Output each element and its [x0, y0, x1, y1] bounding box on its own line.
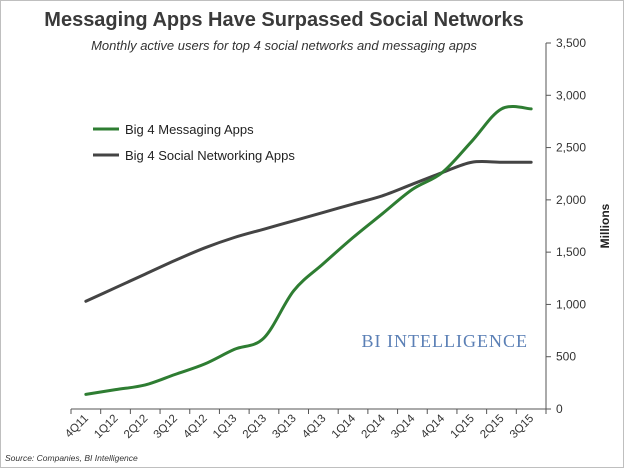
social-networking-line: [84, 159, 533, 303]
y-tick-label: 2,000: [556, 193, 586, 207]
chart-subtitle: Monthly active users for top 4 social ne…: [91, 38, 477, 53]
x-tick-label: 3Q14: [389, 412, 418, 441]
x-tick-label: 3Q13: [270, 413, 298, 441]
x-tick-label: 1Q12: [92, 413, 120, 441]
x-tick-label: 2Q12: [122, 413, 150, 441]
y-tick-label: 2,500: [556, 141, 586, 155]
x-tick-label: 4Q11: [63, 413, 91, 441]
chart-title: Messaging Apps Have Surpassed Social Net…: [44, 9, 524, 31]
y-tick-label: 1,500: [556, 245, 586, 259]
watermark: BI INTELLIGENCE: [362, 331, 528, 351]
legend-label: Big 4 Social Networking Apps: [125, 148, 295, 163]
x-tick-label: 3Q12: [152, 413, 180, 441]
y-tick-label: 3,500: [556, 36, 586, 50]
x-tick-label: 4Q13: [300, 413, 328, 441]
x-tick-label: 3Q15: [508, 413, 536, 441]
x-tick-label: 4Q12: [181, 413, 209, 441]
x-tick-label: 2Q14: [359, 412, 388, 441]
x-tick-label: 2Q15: [478, 413, 506, 441]
y-tick-label: 3,000: [556, 88, 586, 102]
y-axis-title: Millions: [598, 203, 612, 248]
legend-label: Big 4 Messaging Apps: [125, 122, 254, 137]
x-tick-label: 2Q13: [241, 413, 269, 441]
messaging-apps-line: [84, 105, 533, 396]
x-tick-label: 1Q15: [449, 413, 477, 441]
y-tick-label: 500: [556, 350, 576, 364]
x-tick-label: 1Q13: [211, 413, 239, 441]
x-tick-label: 4Q14: [419, 412, 448, 441]
x-tick-label: 1Q14: [330, 412, 359, 441]
source-note: Source: Companies, BI Intelligence: [5, 453, 138, 463]
y-tick-label: 1,000: [556, 297, 586, 311]
y-tick-label: 0: [556, 402, 563, 416]
